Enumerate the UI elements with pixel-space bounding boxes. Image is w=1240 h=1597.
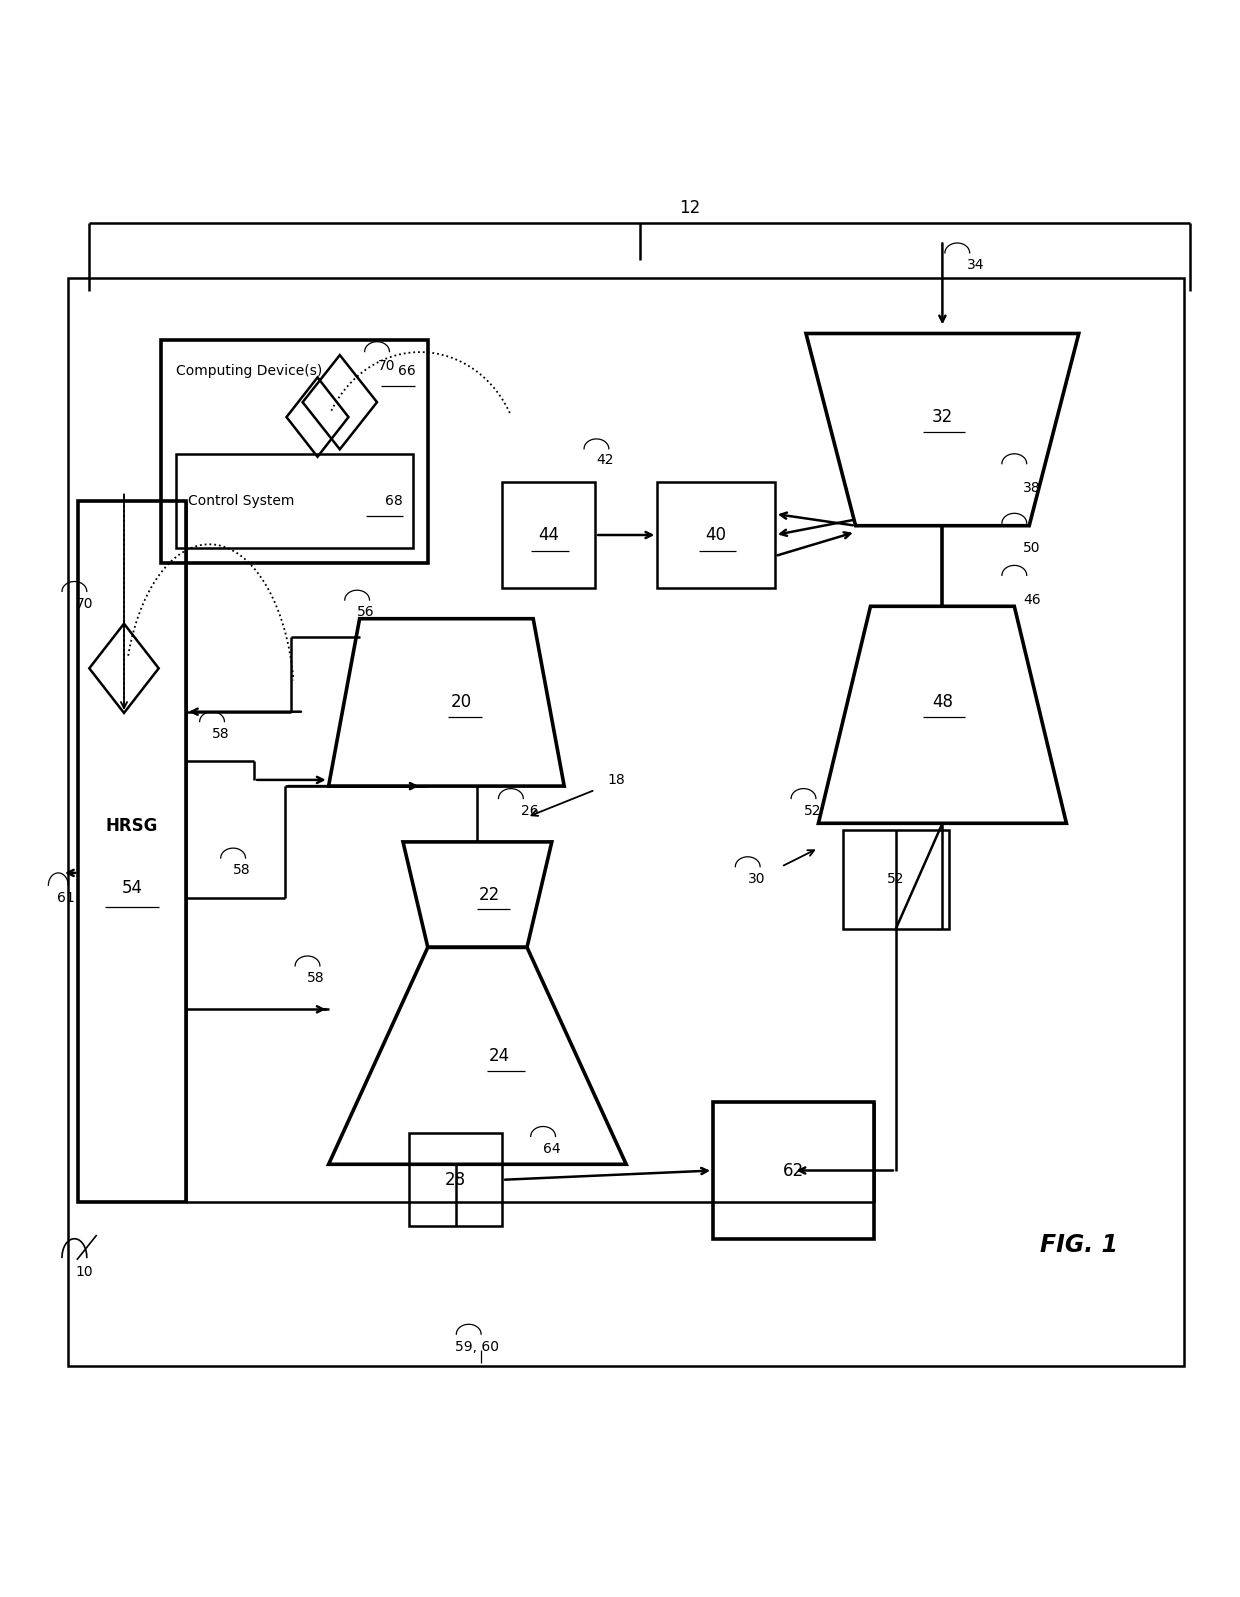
Text: 32: 32: [931, 409, 954, 426]
Text: Control System: Control System: [188, 493, 295, 508]
Text: 34: 34: [967, 259, 985, 273]
Text: 38: 38: [1023, 482, 1040, 495]
Text: 68: 68: [386, 493, 403, 508]
Text: FIG. 1: FIG. 1: [1040, 1233, 1117, 1257]
Bar: [176, 454, 413, 548]
Bar: [843, 829, 949, 929]
Text: 48: 48: [932, 693, 952, 711]
Text: 20: 20: [450, 693, 472, 711]
Bar: [713, 1102, 874, 1239]
Bar: [161, 340, 428, 562]
Text: 58: 58: [308, 971, 325, 985]
Text: 10: 10: [76, 1265, 93, 1279]
Text: 59, 60: 59, 60: [455, 1340, 500, 1354]
Text: 42: 42: [596, 454, 614, 466]
Text: 70: 70: [378, 359, 396, 374]
Text: 18: 18: [608, 773, 625, 787]
Text: 54: 54: [122, 880, 143, 898]
Text: 24: 24: [489, 1046, 511, 1065]
Bar: [68, 278, 1184, 1367]
Text: 44: 44: [538, 525, 559, 545]
Text: 46: 46: [1023, 592, 1040, 607]
Text: 52: 52: [887, 872, 905, 886]
Bar: [502, 482, 595, 588]
Bar: [409, 1134, 502, 1226]
Bar: [78, 501, 186, 1201]
Text: 26: 26: [521, 803, 538, 818]
Text: 40: 40: [706, 525, 727, 545]
Text: 62: 62: [782, 1161, 805, 1180]
Text: 61: 61: [57, 891, 74, 904]
Text: Computing Device(s): Computing Device(s): [176, 364, 322, 378]
Text: 12: 12: [678, 200, 701, 217]
Text: 30: 30: [748, 872, 765, 886]
Text: HRSG: HRSG: [105, 818, 159, 835]
Text: 52: 52: [804, 803, 821, 818]
Text: 28: 28: [445, 1171, 466, 1188]
Text: 64: 64: [543, 1142, 560, 1156]
Text: 50: 50: [1023, 541, 1040, 556]
Text: 58: 58: [233, 864, 250, 877]
Text: 58: 58: [212, 727, 229, 741]
Text: 70: 70: [76, 597, 93, 610]
Text: 66: 66: [398, 364, 415, 378]
Bar: [657, 482, 775, 588]
Text: 56: 56: [357, 605, 374, 620]
Text: 22: 22: [479, 886, 501, 904]
